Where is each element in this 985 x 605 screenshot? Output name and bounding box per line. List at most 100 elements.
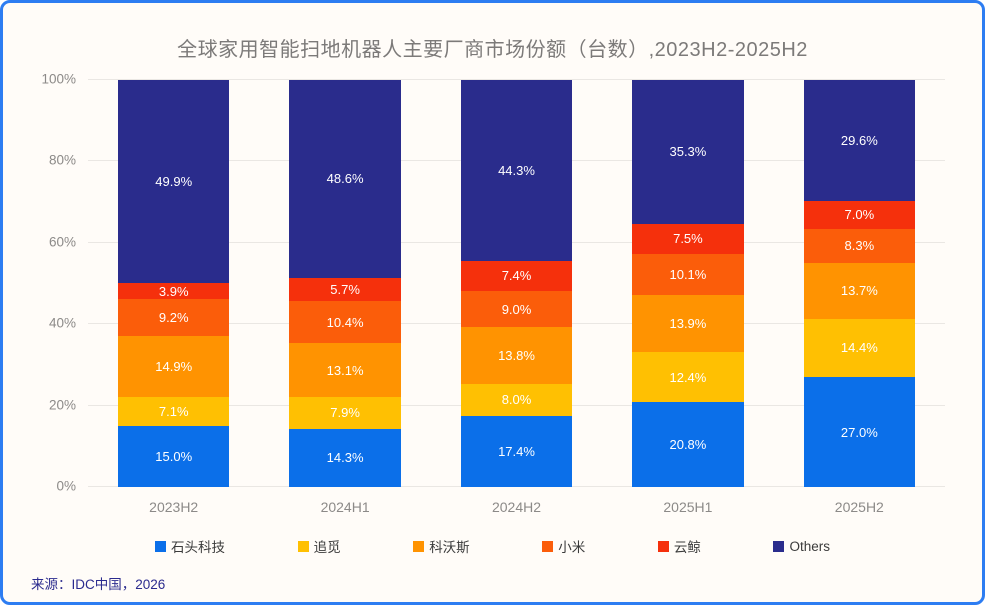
bar-segment-科沃斯: 14.9% (118, 336, 230, 398)
bar-segment-追觅: 7.9% (289, 396, 401, 429)
stacked-bar-2025H1: 20.8% 12.4% 13.9% 10.1% 7.5% 35.3% (632, 80, 744, 487)
bar-segment-追觅: 12.4% (632, 351, 744, 403)
bar-segment-云鲸: 3.9% (118, 283, 230, 299)
x-axis-labels: 2023H2 2024H1 2024H2 2025H1 2025H2 (88, 499, 945, 515)
legend-swatch (297, 540, 309, 552)
bar-segment-科沃斯: 13.1% (289, 343, 401, 397)
segment-value-label: 15.0% (155, 448, 193, 464)
legend-item-科沃斯: 科沃斯 (413, 536, 470, 556)
y-axis-tick: 60% (48, 234, 76, 250)
bar-segment-追觅: 14.4% (803, 318, 916, 378)
chart-title: 全球家用智能扫地机器人主要厂商市场份额（台数）,2023H2-2025H2 (177, 39, 808, 61)
bar-segment-科沃斯: 13.8% (460, 327, 573, 384)
x-axis-label: 2025H1 (663, 499, 713, 515)
segment-value-label: 14.3% (326, 450, 364, 466)
segment-value-label: 17.4% (498, 444, 535, 460)
legend-item-云鲸: 云鲸 (657, 536, 701, 556)
legend: 石头科技 追觅 科沃斯 小米 云鲸 Others (155, 536, 830, 556)
y-axis-tick: 100% (41, 71, 76, 87)
segment-value-label: 35.3% (669, 144, 707, 160)
bar-segment-科沃斯: 13.9% (632, 295, 744, 352)
stacked-bar-2023H2: 15.0% 7.1% 14.9% 9.2% 3.9% 49.9% (118, 80, 230, 487)
bar-segment-小米: 10.1% (632, 254, 744, 296)
legend-swatch (657, 540, 669, 552)
segment-value-label: 8.3% (844, 238, 875, 254)
stacked-bar-2025H2: 27.0% 14.4% 13.7% 8.3% 7.0% 29.6% (803, 80, 916, 487)
segment-value-label: 5.7% (330, 281, 360, 297)
legend-label: 云鲸 (673, 540, 701, 555)
segment-value-label: 14.4% (840, 340, 878, 356)
legend-swatch (155, 540, 166, 552)
legend-swatch (542, 540, 554, 552)
segment-value-label: 9.0% (501, 301, 532, 317)
source-text: 来源：IDC中国，2026 (31, 577, 166, 592)
segment-value-label: 7.1% (158, 404, 189, 419)
segment-value-label: 10.4% (326, 314, 364, 330)
bar-segment-石头科技: 20.8% (632, 402, 744, 487)
legend-label: 石头科技 (171, 540, 225, 555)
x-axis-label: 2024H2 (491, 499, 542, 515)
bar-segment-Others: 44.3% (460, 80, 573, 261)
segment-value-label: 14.9% (155, 359, 193, 375)
bar-slot-2023H2: 15.0% 7.1% 14.9% 9.2% 3.9% 49.9% (88, 80, 259, 487)
segment-value-label: 13.8% (498, 348, 535, 364)
legend-label: 小米 (558, 540, 586, 555)
legend-swatch (773, 540, 785, 552)
segment-value-label: 13.7% (840, 283, 878, 299)
bar-slot-2024H1: 14.3% 7.9% 13.1% 10.4% 5.7% 48.6% (259, 80, 430, 487)
bar-segment-云鲸: 7.4% (460, 260, 573, 291)
segment-value-label: 7.9% (330, 405, 360, 421)
segment-value-label: 7.4% (501, 268, 532, 284)
segment-value-label: 10.1% (669, 267, 707, 283)
segment-value-label: 13.9% (669, 316, 707, 332)
segment-value-label: 12.4% (669, 369, 707, 385)
legend-label: 追觅 (313, 540, 341, 555)
bar-segment-石头科技: 27.0% (803, 377, 916, 487)
bar-segment-追觅: 8.0% (460, 383, 573, 417)
segment-value-label: 48.6% (326, 171, 364, 187)
bar-segment-小米: 9.2% (118, 298, 230, 337)
legend-label: Others (789, 538, 830, 554)
bar-segment-云鲸: 5.7% (289, 277, 401, 302)
x-axis-label: 2024H1 (320, 499, 370, 515)
y-axis-tick: 20% (48, 397, 76, 413)
segment-value-label: 3.9% (158, 283, 189, 299)
plot-area: 0% 20% 40% 60% 80% 100% 15.0% 7.1% 14.9% 9.2% 3.9… (41, 72, 945, 494)
x-axis-label: 2023H2 (149, 499, 199, 515)
segment-value-label: 7.5% (673, 231, 703, 247)
bar-slot-2025H2: 27.0% 14.4% 13.7% 8.3% 7.0% 29.6% (774, 80, 945, 487)
gridline: 100% (41, 72, 945, 87)
segment-value-label: 29.6% (840, 132, 878, 148)
segment-value-label: 8.0% (501, 392, 532, 408)
legend-swatch (413, 540, 425, 552)
bar-segment-石头科技: 17.4% (460, 416, 573, 487)
segment-value-label: 20.8% (669, 437, 707, 453)
bar-segment-石头科技: 14.3% (289, 428, 401, 487)
bar-segment-石头科技: 15.0% (118, 425, 230, 487)
bar-segment-Others: 49.9% (118, 80, 230, 284)
legend-item-石头科技: 石头科技 (155, 536, 225, 556)
x-axis-label: 2025H2 (834, 499, 884, 515)
bars-layer: 15.0% 7.1% 14.9% 9.2% 3.9% 49.9% 14.3% 7.9% 13.1… (88, 80, 945, 487)
bar-slot-2025H1: 20.8% 12.4% 13.9% 10.1% 7.5% 35.3% (602, 80, 773, 487)
stacked-bar-2024H1: 14.3% 7.9% 13.1% 10.4% 5.7% 48.6% (289, 80, 401, 487)
bar-segment-云鲸: 7.5% (632, 223, 744, 255)
segment-value-label: 9.2% (158, 310, 189, 326)
bar-segment-云鲸: 7.0% (803, 200, 916, 230)
segment-value-label: 44.3% (498, 163, 535, 179)
y-axis-tick: 80% (48, 152, 76, 168)
segment-value-label: 49.9% (155, 174, 193, 190)
bar-segment-小米: 8.3% (803, 229, 916, 263)
bar-segment-追觅: 7.1% (118, 397, 230, 426)
stacked-bar-2024H2: 17.4% 8.0% 13.8% 9.0% 7.4% 44.3% (460, 80, 573, 487)
segment-value-label: 27.0% (840, 424, 878, 440)
y-axis-tick: 40% (48, 315, 76, 331)
segment-value-label: 7.0% (844, 207, 875, 223)
bar-slot-2024H2: 17.4% 8.0% 13.8% 9.0% 7.4% 44.3% (431, 80, 602, 487)
legend-label: 科沃斯 (429, 540, 470, 555)
legend-item-小米: 小米 (542, 536, 585, 556)
y-axis-tick: 0% (56, 478, 76, 494)
bar-segment-小米: 9.0% (460, 290, 573, 328)
bar-segment-Others: 48.6% (289, 80, 401, 278)
